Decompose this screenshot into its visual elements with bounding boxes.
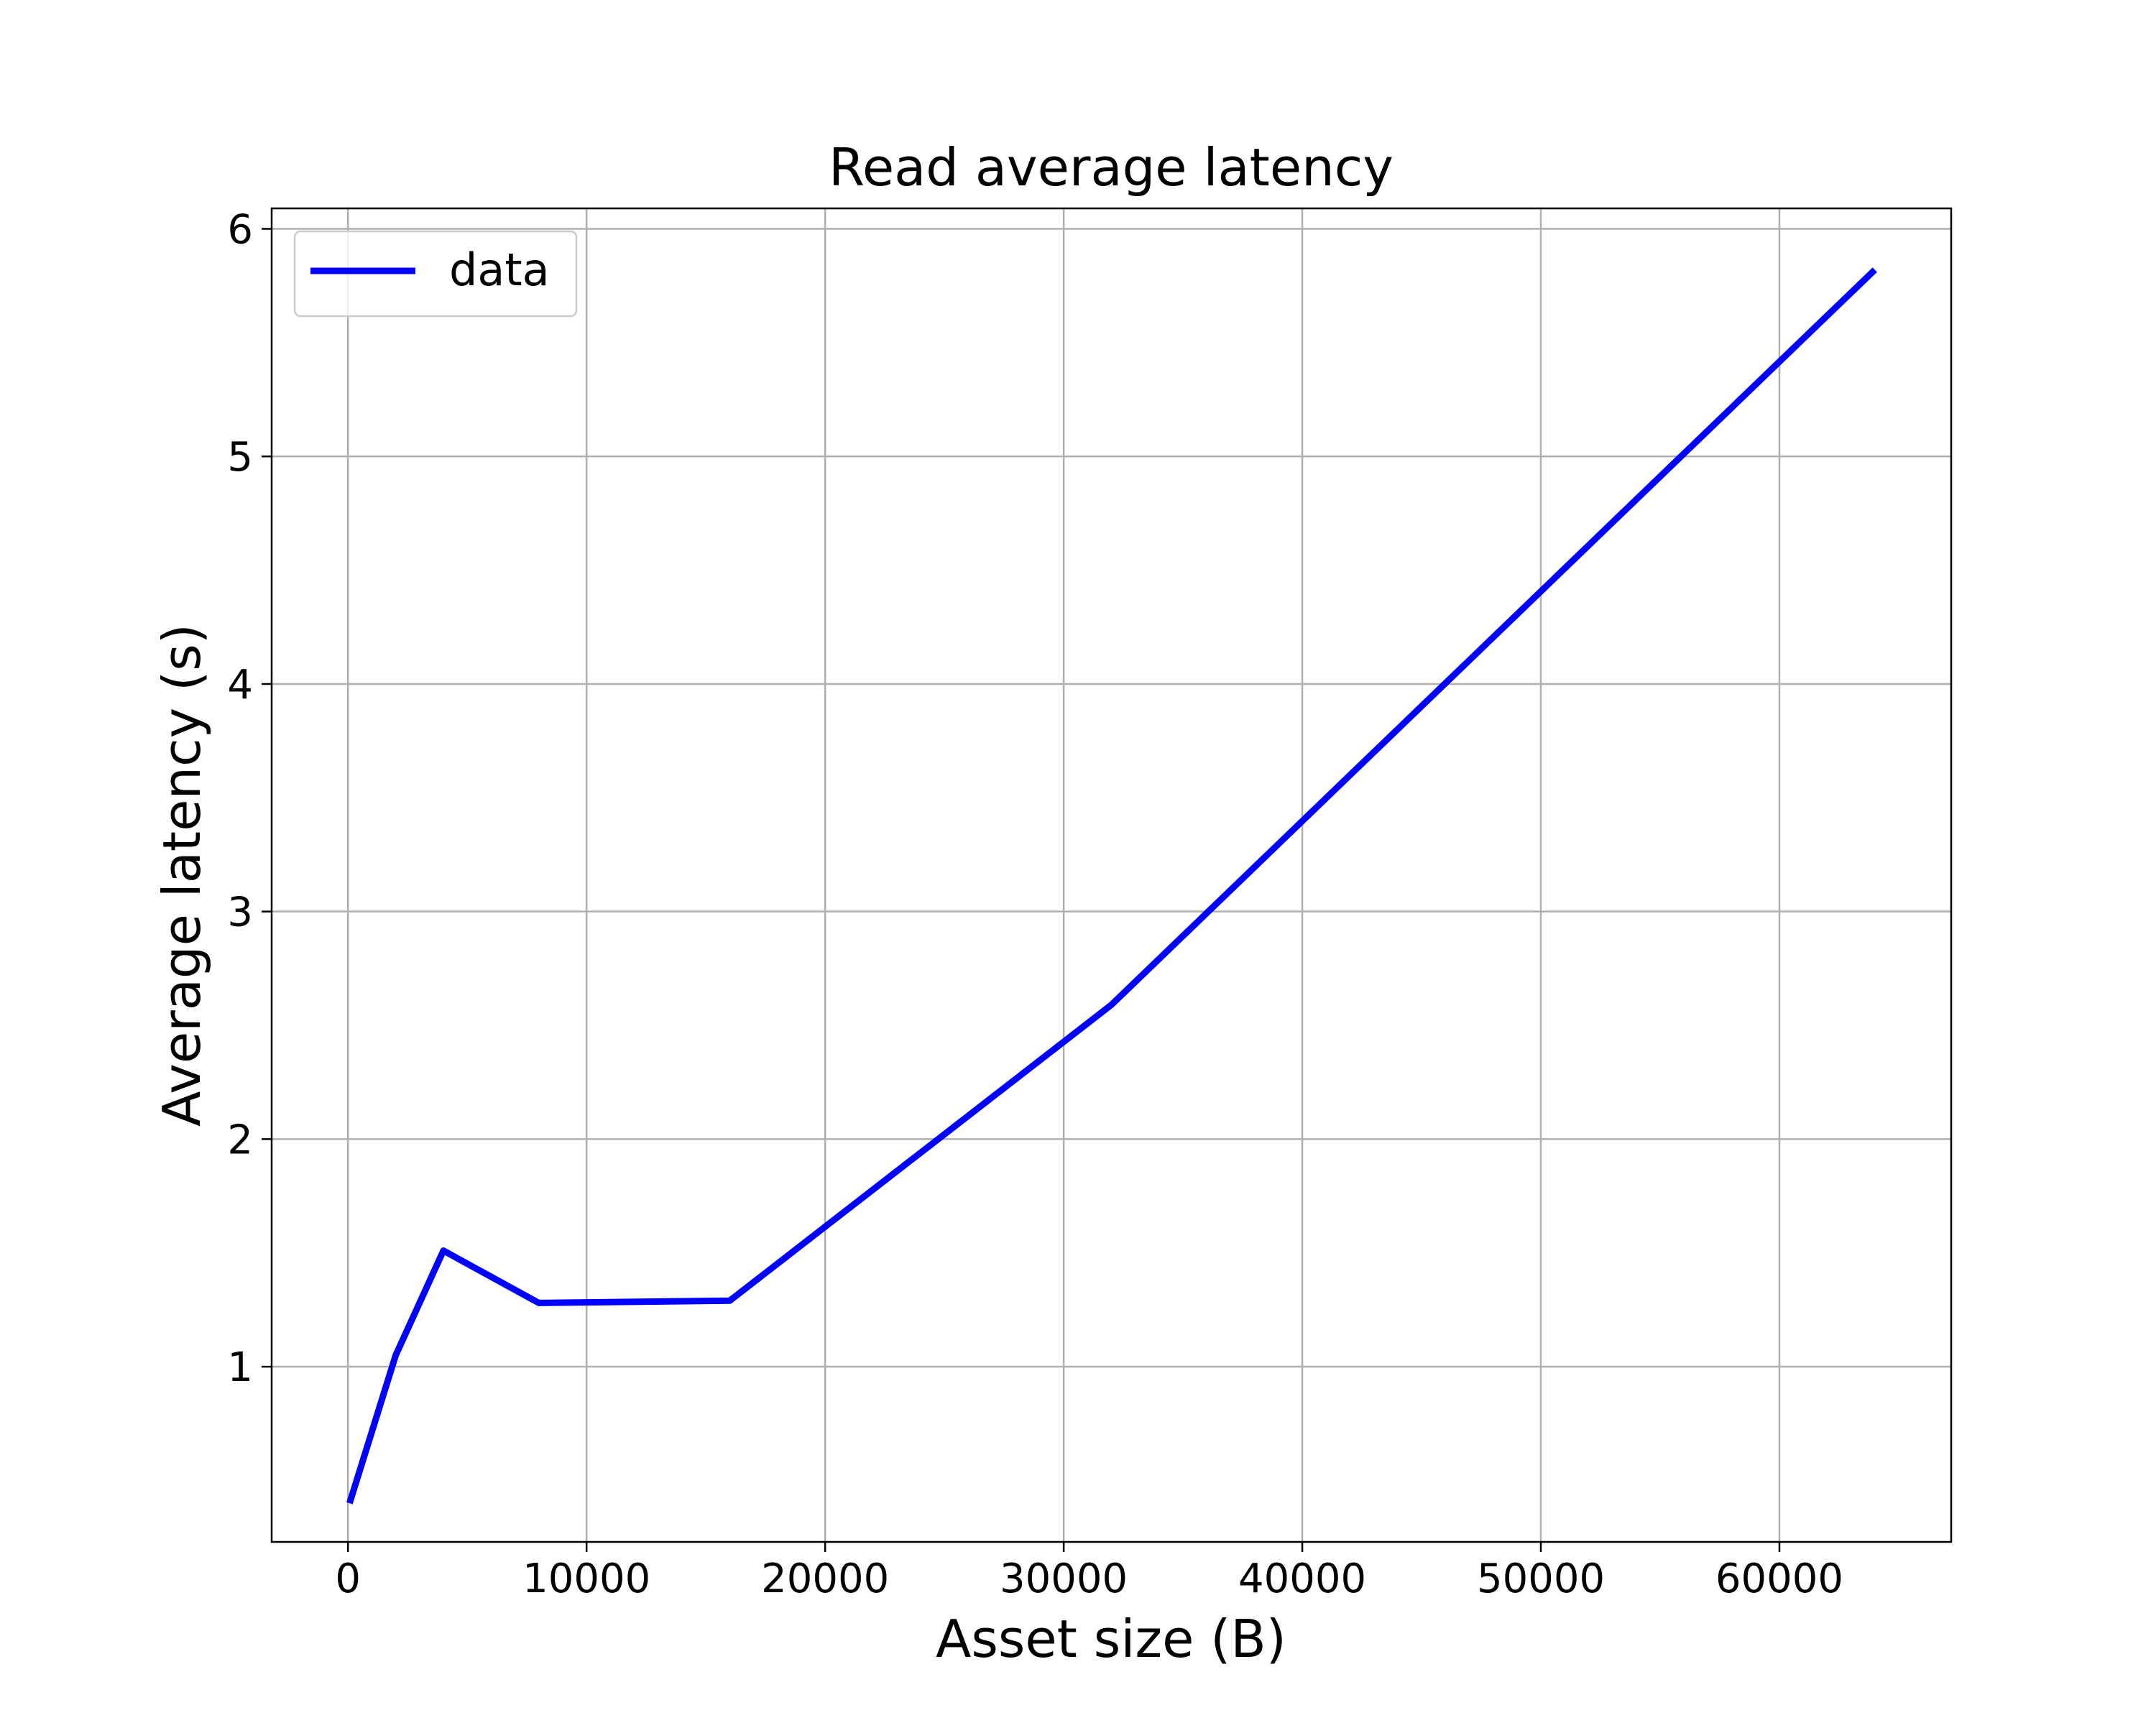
series-line-data xyxy=(346,267,1877,1505)
y-tick-label: 4 xyxy=(227,662,253,708)
x-tick-label: 40000 xyxy=(1238,1556,1366,1602)
x-tick-label: 0 xyxy=(335,1556,361,1602)
x-tick-label: 10000 xyxy=(522,1556,650,1602)
x-tick-label: 50000 xyxy=(1477,1556,1605,1602)
x-tick-label: 30000 xyxy=(1000,1556,1128,1602)
y-tick-label: 6 xyxy=(227,207,253,254)
y-axis-ticks: 1 2 3 4 5 6 xyxy=(227,207,272,1391)
legend: data xyxy=(293,230,578,318)
y-axis-label: Average latency (s) xyxy=(152,624,212,1127)
grid xyxy=(272,208,1951,1542)
series-layer xyxy=(346,267,1877,1505)
chart-title: Read average latency xyxy=(829,137,1393,198)
y-tick-label: 5 xyxy=(227,434,253,481)
y-tick-label: 2 xyxy=(227,1117,253,1163)
x-axis-label: Asset size (B) xyxy=(936,1609,1286,1669)
legend-box xyxy=(293,230,578,318)
x-tick-label: 60000 xyxy=(1715,1556,1843,1602)
plot-area-frame xyxy=(270,207,1953,1543)
x-tick-label: 20000 xyxy=(761,1556,889,1602)
y-tick-label: 3 xyxy=(227,890,253,936)
legend-label-data: data xyxy=(449,244,550,296)
y-tick-label: 1 xyxy=(227,1344,253,1391)
x-axis-ticks: 0 10000 20000 30000 40000 50000 60000 xyxy=(335,1542,1843,1602)
